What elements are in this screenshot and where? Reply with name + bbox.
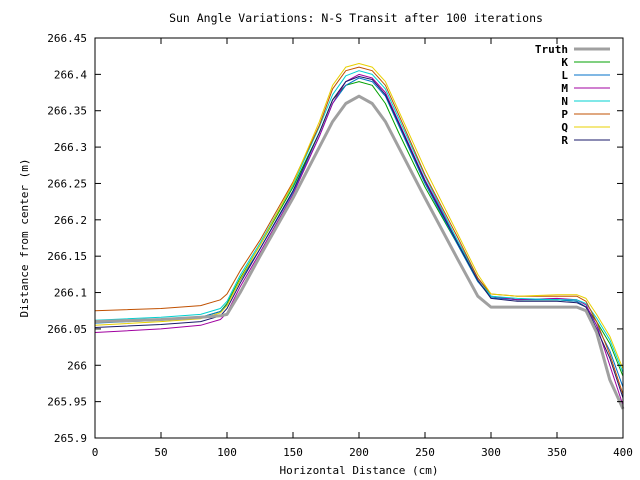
y-tick-label: 266.3 (54, 141, 87, 154)
series-line-r (94, 76, 624, 399)
legend-label-k: K (561, 56, 568, 69)
chart-title: Sun Angle Variations: N-S Transit after … (169, 11, 543, 25)
y-tick-label: 266 (67, 359, 87, 372)
legend-label-n: N (561, 95, 568, 108)
series-layer (94, 63, 625, 410)
x-tick-label: 400 (613, 446, 633, 459)
x-tick-label: 100 (217, 446, 237, 459)
x-tick-label: 250 (415, 446, 435, 459)
series-line-p (94, 66, 624, 395)
y-tick-label: 266.1 (54, 287, 87, 300)
legend-label-r: R (561, 134, 568, 147)
legend-label-q: Q (561, 121, 568, 134)
legend-label-m: M (561, 82, 568, 95)
x-tick-label: 300 (481, 446, 501, 459)
y-tick-label: 266.15 (47, 250, 87, 263)
series-line-n (94, 70, 624, 373)
y-tick-label: 266.05 (47, 323, 87, 336)
y-axis-label: Distance from center (m) (18, 159, 31, 318)
x-tick-label: 350 (547, 446, 567, 459)
y-tick-label: 266.25 (47, 177, 87, 190)
legend-label-truth: Truth (535, 43, 568, 56)
y-tick-label: 266.4 (54, 68, 87, 81)
series-line-q (94, 63, 624, 370)
x-tick-label: 50 (154, 446, 167, 459)
x-axis-label: Horizontal Distance (cm) (280, 464, 439, 477)
series-line-truth (94, 94, 625, 410)
y-tick-label: 265.9 (54, 432, 87, 445)
y-tick-label: 266.35 (47, 105, 87, 118)
y-tick-label: 266.45 (47, 32, 87, 45)
legend-label-p: P (561, 108, 568, 121)
legend-label-l: L (561, 69, 568, 82)
y-tick-label: 265.95 (47, 396, 87, 409)
x-tick-label: 200 (349, 446, 369, 459)
axis-ticks: 0 50 100 150 200 250 300 350 400 265.9 265.95 266 26… (47, 32, 633, 459)
x-tick-label: 0 (92, 446, 99, 459)
x-tick-label: 150 (283, 446, 303, 459)
y-tick-label: 266.2 (54, 214, 87, 227)
